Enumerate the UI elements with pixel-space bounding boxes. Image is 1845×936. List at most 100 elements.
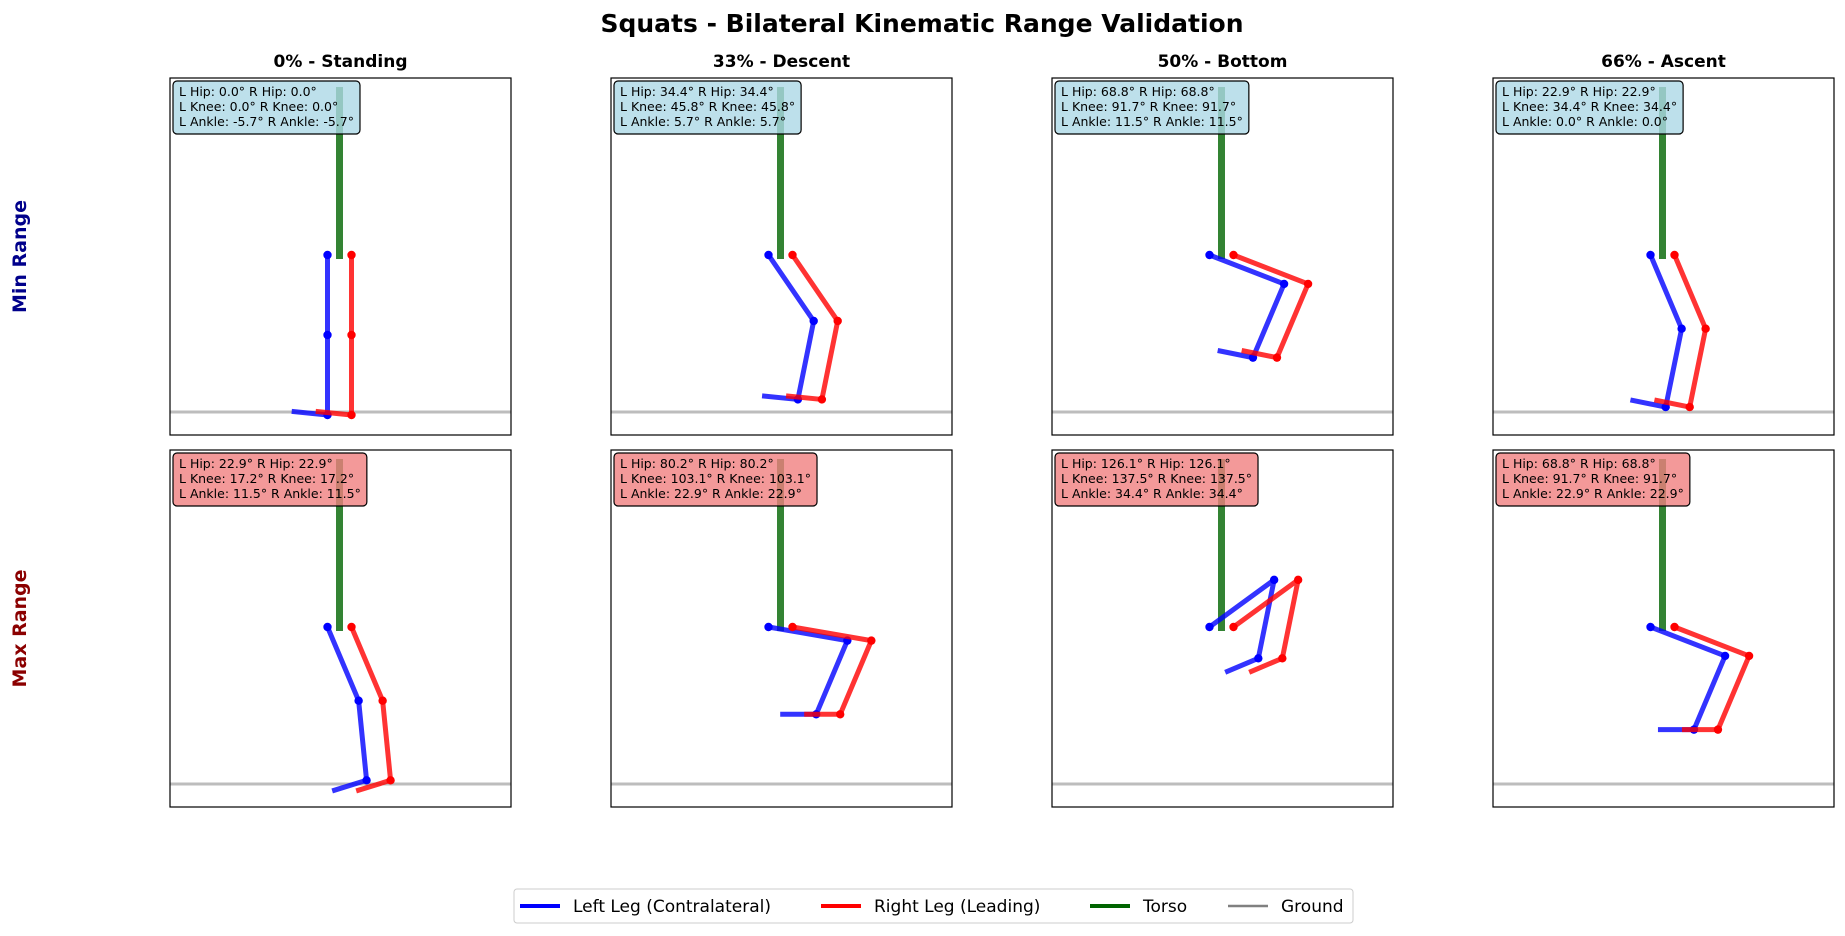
right-leg-line xyxy=(1232,577,1301,675)
left-hip-joint xyxy=(1205,622,1214,632)
right-hip-joint xyxy=(347,622,356,632)
annotation-line: L Ankle: 5.7° R Ankle: 5.7° xyxy=(620,114,786,129)
panel: L Hip: 34.4° R Hip: 34.4°L Knee: 45.8° R… xyxy=(610,77,953,436)
right-hip-joint xyxy=(788,250,797,260)
right-hip-joint xyxy=(1229,622,1238,632)
right-leg xyxy=(785,250,842,404)
legend-label: Ground xyxy=(1281,897,1344,917)
left-knee-joint xyxy=(354,696,363,705)
annotation-box xyxy=(613,452,818,507)
annotation-line: L Hip: 68.8° R Hip: 68.8° xyxy=(1061,84,1215,99)
right-leg-line xyxy=(315,255,354,418)
annotation-line: L Ankle: 11.5° R Ankle: 11.5° xyxy=(1061,114,1243,129)
right-ankle-joint xyxy=(1713,725,1723,734)
panel-content xyxy=(170,459,511,794)
left-leg-line xyxy=(1629,254,1685,410)
column-title: 33% - Descent xyxy=(713,52,850,72)
annotation-line: L Knee: 103.1° R Knee: 103.1° xyxy=(620,471,811,486)
legend-item: Ground xyxy=(1228,897,1344,917)
panel: L Hip: 22.9° R Hip: 22.9°L Knee: 34.4° R… xyxy=(1492,77,1835,436)
annotation-line: L Hip: 126.1° R Hip: 126.1° xyxy=(1061,456,1231,471)
left-leg-line xyxy=(1649,624,1728,733)
left-ankle-joint xyxy=(1254,654,1263,663)
left-leg-line xyxy=(291,255,330,418)
left-knee-joint xyxy=(1269,575,1279,585)
left-hip-joint xyxy=(323,250,332,260)
right-leg-line xyxy=(1653,254,1709,410)
right-knee-joint xyxy=(1744,651,1754,661)
right-leg xyxy=(1229,250,1313,362)
annotation-box xyxy=(613,80,802,135)
annotation-line: L Hip: 80.2° R Hip: 80.2° xyxy=(620,456,774,471)
right-leg xyxy=(1670,622,1754,734)
left-knee-joint xyxy=(809,316,818,326)
panel-frame xyxy=(169,449,512,808)
annotation-line: L Knee: 0.0° R Knee: 0.0° xyxy=(179,99,338,114)
left-leg-line xyxy=(761,253,817,402)
right-ankle-joint xyxy=(1685,402,1694,412)
panel-content xyxy=(170,87,511,420)
annotation-box xyxy=(172,452,368,507)
left-leg xyxy=(1646,622,1730,734)
right-knee-joint xyxy=(1303,279,1313,289)
panel-frame xyxy=(1492,449,1835,808)
right-leg-line xyxy=(1673,624,1752,733)
right-knee-joint xyxy=(833,316,842,326)
left-leg xyxy=(1205,575,1279,675)
annotation-box xyxy=(1054,80,1250,135)
annotation-line: L Knee: 17.2° R Knee: 17.2° xyxy=(179,471,354,486)
panel-content xyxy=(611,459,952,786)
annotation-line: L Ankle: -5.7° R Ankle: -5.7° xyxy=(179,114,354,129)
right-ankle-joint xyxy=(1278,654,1287,663)
right-knee-joint xyxy=(1701,324,1710,333)
right-leg xyxy=(1653,250,1710,412)
panel: L Hip: 0.0° R Hip: 0.0°L Knee: 0.0° R Kn… xyxy=(169,77,512,436)
right-ankle-joint xyxy=(836,710,845,719)
row-label: Min Range xyxy=(9,200,31,313)
left-hip-joint xyxy=(764,250,773,260)
annotation-line: L Hip: 0.0° R Hip: 0.0° xyxy=(179,84,317,99)
legend-label: Left Leg (Contralateral) xyxy=(573,897,771,917)
left-knee-joint xyxy=(1279,279,1289,289)
right-ankle-joint xyxy=(1272,353,1282,362)
right-leg xyxy=(788,622,876,719)
right-hip-joint xyxy=(347,250,356,260)
annotation-line: L Ankle: 0.0° R Ankle: 0.0° xyxy=(1502,114,1668,129)
right-leg-line xyxy=(792,624,874,717)
legend-item: Left Leg (Contralateral) xyxy=(520,897,771,917)
annotation-line: L Ankle: 22.9° R Ankle: 22.9° xyxy=(1502,486,1684,501)
legend-frame xyxy=(513,888,1354,924)
annotation-line: L Hip: 68.8° R Hip: 68.8° xyxy=(1502,456,1656,471)
annotation-line: L Hip: 22.9° R Hip: 22.9° xyxy=(1502,84,1656,99)
panel-frame xyxy=(1492,77,1835,436)
panel-frame xyxy=(1051,77,1394,436)
left-knee-joint xyxy=(1677,324,1686,333)
left-hip-joint xyxy=(1205,250,1214,260)
legend: Left Leg (Contralateral) Right Leg (Leadi… xyxy=(513,888,1354,924)
column-title: 0% - Standing xyxy=(274,52,408,72)
annotation-line: L Knee: 137.5° R Knee: 137.5° xyxy=(1061,471,1252,486)
panel: L Hip: 68.8° R Hip: 68.8°L Knee: 91.7° R… xyxy=(1492,449,1835,808)
left-leg-line xyxy=(768,624,850,717)
column-title: 66% - Ascent xyxy=(1601,52,1726,72)
panel-frame xyxy=(610,449,953,808)
annotation-box xyxy=(1495,452,1691,507)
left-knee-joint xyxy=(1720,651,1730,661)
right-leg xyxy=(347,622,395,794)
panels: 0% - Standing 33% - Descent 50% - Bottom 66… xyxy=(9,52,1835,808)
annotation-line: L Hip: 34.4° R Hip: 34.4° xyxy=(620,84,774,99)
annotation-line: L Ankle: 11.5° R Ankle: 11.5° xyxy=(179,486,361,501)
right-ankle-joint xyxy=(817,395,827,404)
right-hip-joint xyxy=(1670,622,1679,632)
row-label: Max Range xyxy=(9,569,31,687)
right-hip-joint xyxy=(788,622,797,632)
left-leg-line xyxy=(325,626,370,794)
annotation-line: L Hip: 22.9° R Hip: 22.9° xyxy=(179,456,333,471)
column-title: 50% - Bottom xyxy=(1158,52,1288,72)
left-hip-joint xyxy=(764,622,773,632)
left-leg-line xyxy=(1208,577,1277,675)
left-hip-joint xyxy=(1646,622,1655,632)
panel-frame xyxy=(610,77,953,436)
legend-label: Right Leg (Leading) xyxy=(874,897,1040,917)
